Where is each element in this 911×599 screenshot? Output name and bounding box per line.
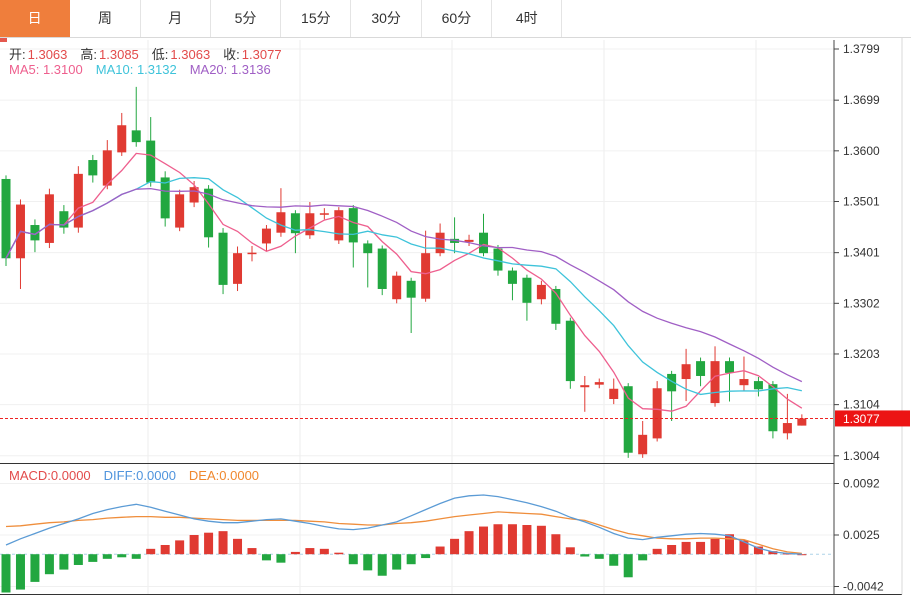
- low-label: 低:: [151, 47, 169, 62]
- low-value: 1.3063: [170, 47, 211, 62]
- diff-value-legend: DIFF:0.0000: [103, 468, 176, 483]
- close-label: 收:: [223, 47, 240, 62]
- ma20-legend: MA20: 1.3136: [189, 62, 271, 77]
- tab-日[interactable]: 日: [0, 0, 71, 37]
- price-axis-label: 1.3699: [843, 93, 880, 107]
- tab-周[interactable]: 周: [70, 0, 141, 37]
- macd-legend: MACD:0.0000 DIFF:0.0000 DEA:0.0000: [9, 468, 272, 483]
- price-axis-label: 1.3302: [843, 296, 880, 310]
- macd-axis-label: 0.0025: [843, 528, 880, 542]
- open-value: 1.3063: [27, 47, 68, 62]
- tab-4时[interactable]: 4时: [492, 0, 563, 37]
- ma5-legend: MA5: 1.3100: [9, 62, 83, 77]
- price-axis-label: 1.3600: [843, 144, 880, 158]
- tab-15分[interactable]: 15分: [281, 0, 352, 37]
- timeframe-tabbar: 日周月 5分 15分 30分 60分 4时: [0, 0, 911, 38]
- macd-axis-label: 0.0092: [843, 477, 880, 491]
- price-axis-label: 1.3104: [843, 398, 880, 412]
- price-axis-label: 1.3004: [843, 449, 880, 463]
- tab-5分[interactable]: 5分: [210, 0, 282, 37]
- price-axis-label: 1.3203: [843, 347, 880, 361]
- ohlc-legend: 开: 1.3063 高: 1.3085 低: 1.3063 收: 1.3077: [9, 44, 295, 63]
- macd-axis-label: -0.0042: [843, 580, 884, 594]
- price-axis-label: 1.3501: [843, 194, 880, 208]
- tab-月[interactable]: 月: [140, 0, 211, 37]
- dea-value-legend: DEA:0.0000: [188, 468, 260, 483]
- open-label: 开:: [9, 47, 26, 62]
- price-axis-label: 1.3799: [843, 42, 880, 56]
- ma-legend: MA5: 1.3100 MA10: 1.3132 MA20: 1.3136: [9, 62, 284, 77]
- tab-60分[interactable]: 60分: [421, 0, 493, 37]
- tab-30分[interactable]: 30分: [351, 0, 422, 37]
- macd-value-legend: MACD:0.0000: [9, 468, 91, 483]
- high-label: 高:: [80, 47, 98, 62]
- high-value: 1.3085: [99, 47, 139, 62]
- price-axis-label: 1.3401: [843, 246, 880, 260]
- close-value: 1.3077: [241, 47, 282, 62]
- ma10-legend: MA10: 1.3132: [95, 62, 177, 77]
- last-price-badge: 1.3077: [843, 412, 880, 426]
